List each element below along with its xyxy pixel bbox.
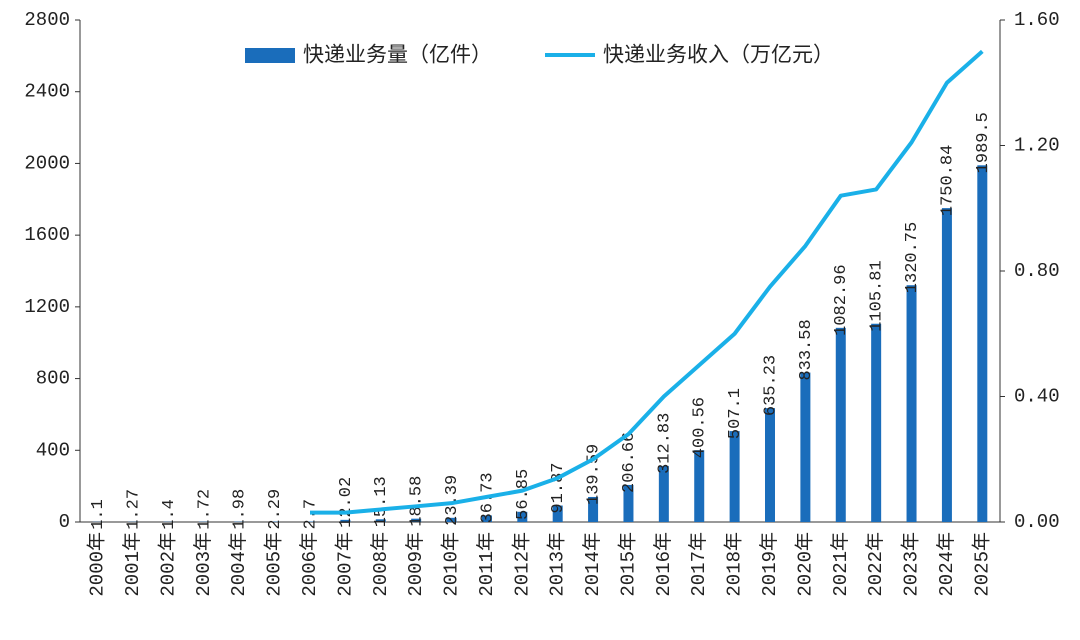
y-tick-label: 400	[36, 439, 70, 461]
y-tick-label: 800	[36, 368, 70, 390]
y2-tick-label: 0.80	[1014, 260, 1060, 282]
x-tick-label: 2002年	[156, 532, 179, 597]
bar	[694, 450, 705, 522]
x-tick-label: 2024年	[935, 532, 958, 597]
value-label: 1.27	[125, 489, 144, 530]
y-tick-label: 1600	[24, 224, 70, 246]
bar	[588, 496, 599, 522]
bar	[658, 465, 669, 522]
x-tick-label: 2004年	[227, 532, 250, 597]
value-label: 56.85	[514, 469, 533, 520]
bar	[375, 519, 386, 522]
x-tick-label: 2017年	[687, 532, 710, 597]
y2-tick-label: 1.20	[1014, 135, 1060, 157]
x-tick-label: 2016年	[652, 532, 675, 597]
y-tick-label: 0	[59, 511, 70, 533]
x-tick-label: 2001年	[121, 532, 144, 597]
bar	[623, 484, 634, 522]
x-tick-label: 2022年	[864, 532, 887, 597]
x-tick-label: 2010年	[440, 532, 463, 597]
value-label: 18.58	[408, 476, 427, 527]
bar	[517, 511, 528, 522]
value-label: 833.58	[797, 319, 816, 380]
x-tick-label: 2012年	[510, 532, 533, 597]
y-tick-label: 2400	[24, 81, 70, 103]
value-label: 1.4	[160, 499, 179, 530]
x-tick-label: 2015年	[616, 532, 639, 597]
y-tick-label: 1200	[24, 296, 70, 318]
bar	[977, 165, 988, 522]
x-tick-label: 2023年	[900, 532, 923, 597]
x-tick-label: 2025年	[970, 532, 993, 597]
bar	[800, 372, 811, 522]
y2-tick-label: 0.40	[1014, 386, 1060, 408]
value-label: 15.13	[372, 476, 391, 527]
legend-label: 快递业务收入（万亿元）	[603, 44, 834, 69]
value-label: 1082.96	[832, 264, 851, 335]
value-label: 507.1	[726, 388, 745, 439]
y-tick-label: 2800	[24, 9, 70, 31]
value-label: 1.72	[195, 489, 214, 530]
y-tick-label: 2000	[24, 152, 70, 174]
bar	[729, 431, 740, 522]
x-tick-label: 2021年	[829, 532, 852, 597]
bar	[906, 285, 917, 522]
legend-label: 快递业务量（亿件）	[303, 44, 492, 69]
value-label: 1105.81	[868, 260, 887, 331]
x-tick-label: 2007年	[333, 532, 356, 597]
bar	[340, 519, 351, 522]
line	[310, 49, 984, 515]
value-label: 91.87	[549, 463, 568, 514]
x-tick-label: 2005年	[263, 532, 286, 597]
bar	[446, 517, 457, 522]
y2-tick-label: 1.60	[1014, 9, 1060, 31]
value-label: 23.39	[443, 475, 462, 526]
x-tick-label: 2008年	[369, 532, 392, 597]
bar	[552, 505, 563, 522]
value-label: 1989.5	[974, 112, 993, 173]
value-label: 1.1	[89, 499, 108, 530]
x-tick-label: 2014年	[581, 532, 604, 597]
x-tick-label: 2000年	[86, 532, 109, 597]
value-label: 2.29	[266, 489, 285, 530]
value-label: 1750.84	[938, 145, 957, 216]
x-tick-label: 2006年	[298, 532, 321, 597]
x-tick-label: 2018年	[723, 532, 746, 597]
bar	[411, 518, 422, 522]
y2-tick-label: 0.00	[1014, 511, 1060, 533]
x-tick-label: 2011年	[475, 532, 498, 597]
x-tick-label: 2009年	[404, 532, 427, 597]
x-tick-label: 2003年	[192, 532, 215, 597]
bar	[941, 208, 952, 522]
bar	[871, 323, 882, 522]
bar	[481, 515, 492, 522]
bar	[765, 408, 775, 522]
x-tick-label: 2019年	[758, 532, 781, 597]
value-label: 206.66	[620, 432, 639, 493]
x-tick-label: 2020年	[793, 532, 816, 597]
value-label: 1.98	[231, 489, 250, 530]
legend-swatch	[245, 48, 295, 63]
value-label: 312.83	[655, 413, 674, 474]
bar	[835, 327, 846, 522]
value-label: 1320.75	[903, 222, 922, 293]
value-label: 400.56	[691, 397, 710, 458]
value-label: 635.23	[761, 355, 780, 416]
value-label: 12.02	[337, 477, 356, 528]
x-tick-label: 2013年	[546, 532, 569, 597]
